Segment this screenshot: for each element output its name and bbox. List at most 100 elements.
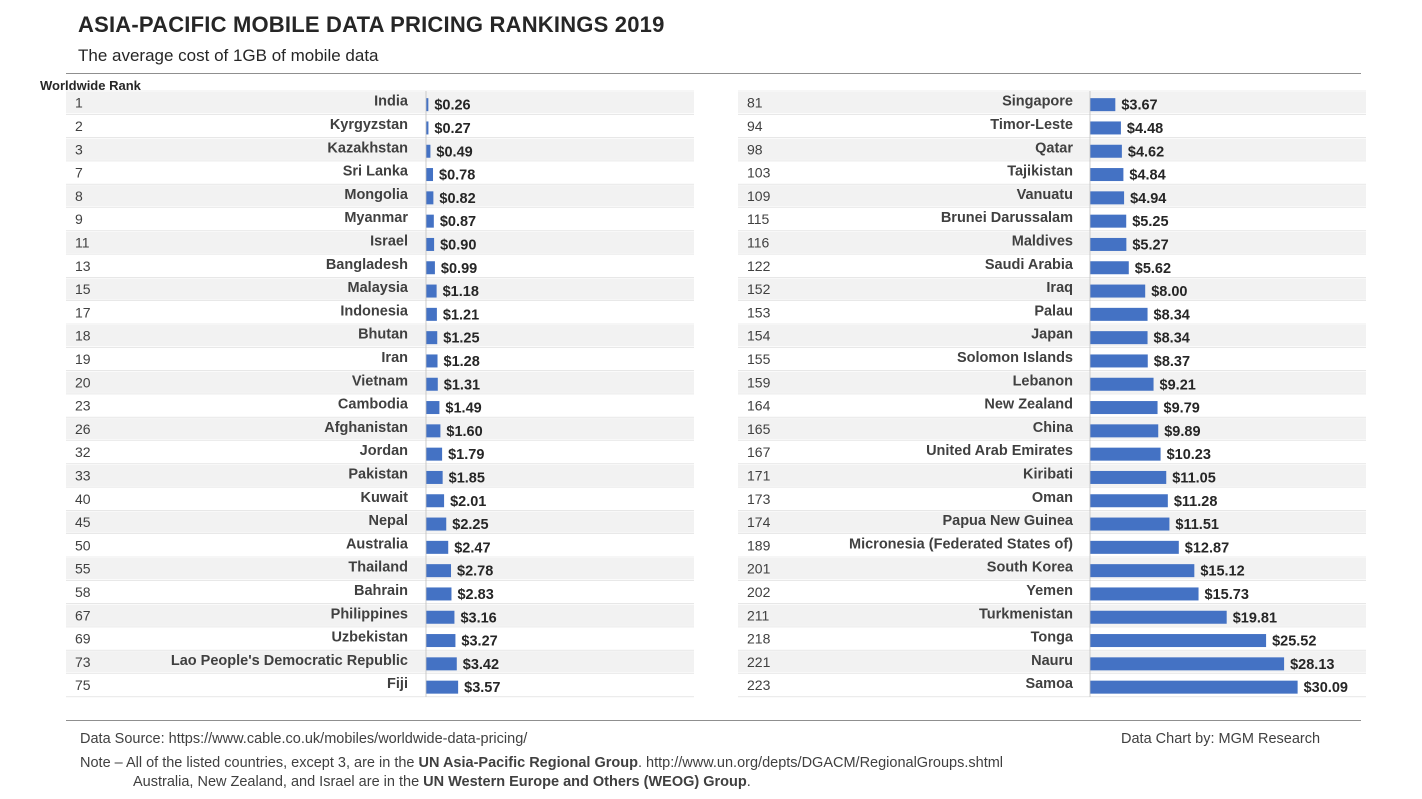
- row-band: [738, 325, 1366, 347]
- rank-label: 103: [747, 165, 771, 181]
- rank-label: 40: [75, 491, 91, 507]
- value-label: $8.34: [1154, 331, 1190, 347]
- bar: [1090, 657, 1285, 671]
- bar: [1090, 634, 1267, 648]
- value-label: $0.99: [441, 261, 477, 277]
- bottom-divider: [66, 720, 1361, 721]
- rank-label: 45: [75, 514, 91, 530]
- bar: [1090, 284, 1146, 298]
- bar: [426, 657, 457, 671]
- rank-label: 116: [747, 234, 770, 250]
- category-label: Uzbekistan: [331, 630, 408, 646]
- category-label: Nepal: [369, 513, 409, 529]
- category-label: Qatar: [1035, 140, 1073, 156]
- bar: [1090, 261, 1129, 275]
- bar: [426, 540, 449, 554]
- chart-title: ASIA-PACIFIC MOBILE DATA PRICING RANKING…: [78, 12, 665, 37]
- value-label: $2.25: [452, 517, 488, 533]
- category-label: Israel: [370, 233, 408, 249]
- value-label: $5.25: [1132, 214, 1168, 230]
- category-label: Maldives: [1012, 233, 1073, 249]
- rank-label: 7: [75, 165, 83, 181]
- rank-label: 73: [75, 654, 91, 670]
- row-band: [66, 278, 694, 300]
- row-band: [738, 371, 1366, 393]
- rank-label: 9: [75, 211, 83, 227]
- value-label: $0.27: [434, 121, 470, 137]
- value-label: $15.12: [1200, 564, 1244, 580]
- bar: [426, 610, 455, 624]
- bar: [1090, 540, 1179, 554]
- row-band: [66, 371, 694, 393]
- bar: [1090, 564, 1195, 578]
- value-label: $1.21: [443, 307, 479, 323]
- footnote-group-asia-pacific: UN Asia-Pacific Regional Group: [418, 755, 638, 771]
- rank-label: 159: [747, 374, 771, 390]
- rank-label: 152: [747, 281, 771, 297]
- bar: [426, 587, 452, 601]
- category-label: Iraq: [1046, 280, 1073, 296]
- bar: [426, 680, 459, 694]
- row-band: [66, 231, 694, 254]
- row-band: [66, 464, 694, 487]
- rank-label: 17: [75, 304, 91, 320]
- bar: [1090, 377, 1154, 391]
- category-label: Indonesia: [340, 303, 409, 319]
- bar: [426, 331, 438, 345]
- bar: [1090, 424, 1159, 438]
- value-label: $25.52: [1272, 634, 1316, 650]
- value-label: $4.94: [1130, 191, 1166, 207]
- category-label: Timor-Leste: [990, 117, 1073, 133]
- bar: [1090, 354, 1148, 368]
- row-band: [738, 185, 1366, 207]
- row-band: [738, 278, 1366, 300]
- category-label: Singapore: [1002, 94, 1073, 110]
- footnote-suffix: . http://www.un.org/depts/DGACM/Regional…: [637, 755, 1004, 771]
- rank-label: 2: [75, 118, 83, 134]
- footnote2-suffix: .: [746, 774, 751, 790]
- data-source: Data Source: https://www.cable.co.uk/mob…: [80, 731, 528, 747]
- rank-label: 32: [75, 444, 91, 460]
- rank-label: 109: [747, 188, 771, 204]
- value-label: $15.73: [1205, 587, 1249, 603]
- rank-label: 173: [747, 491, 771, 507]
- category-label: Jordan: [360, 443, 408, 459]
- row-band: [738, 464, 1366, 487]
- value-label: $11.51: [1175, 517, 1219, 533]
- rank-label: 167: [747, 444, 771, 460]
- category-label: United Arab Emirates: [926, 443, 1073, 459]
- category-label: Micronesia (Federated States of): [849, 536, 1073, 552]
- value-label: $1.60: [446, 424, 482, 440]
- row-band: [66, 325, 694, 347]
- rank-label: 3: [75, 141, 83, 157]
- value-label: $2.01: [450, 494, 486, 510]
- rank-label: 69: [75, 631, 91, 647]
- rank-label: 15: [75, 281, 91, 297]
- footnote-prefix: Note – All of the listed countries, exce…: [80, 755, 419, 771]
- bar: [1090, 144, 1122, 158]
- bar: [426, 144, 431, 158]
- bar: [1090, 447, 1161, 461]
- value-label: $9.79: [1164, 401, 1200, 417]
- rank-label: 81: [747, 95, 763, 111]
- value-label: $1.28: [444, 354, 480, 370]
- chart-credit: Data Chart by: MGM Research: [1121, 731, 1321, 747]
- category-label: Vanuatu: [1017, 187, 1073, 203]
- bar: [1090, 237, 1127, 251]
- rank-label: 201: [747, 561, 771, 577]
- value-label: $3.67: [1121, 98, 1157, 114]
- category-label: Mongolia: [344, 187, 409, 203]
- rank-label: 26: [75, 421, 91, 437]
- bar: [1090, 680, 1298, 694]
- bar: [426, 424, 441, 438]
- value-label: $3.27: [461, 634, 497, 650]
- row-band: [66, 138, 694, 160]
- bar: [426, 284, 437, 298]
- value-label: $9.89: [1164, 424, 1200, 440]
- category-label: Tonga: [1031, 630, 1074, 646]
- footnote2-prefix: Australia, New Zealand, and Israel are i…: [133, 774, 424, 790]
- rank-label: 33: [75, 467, 91, 483]
- category-label: Malaysia: [348, 280, 409, 296]
- category-label: Turkmenistan: [979, 606, 1073, 622]
